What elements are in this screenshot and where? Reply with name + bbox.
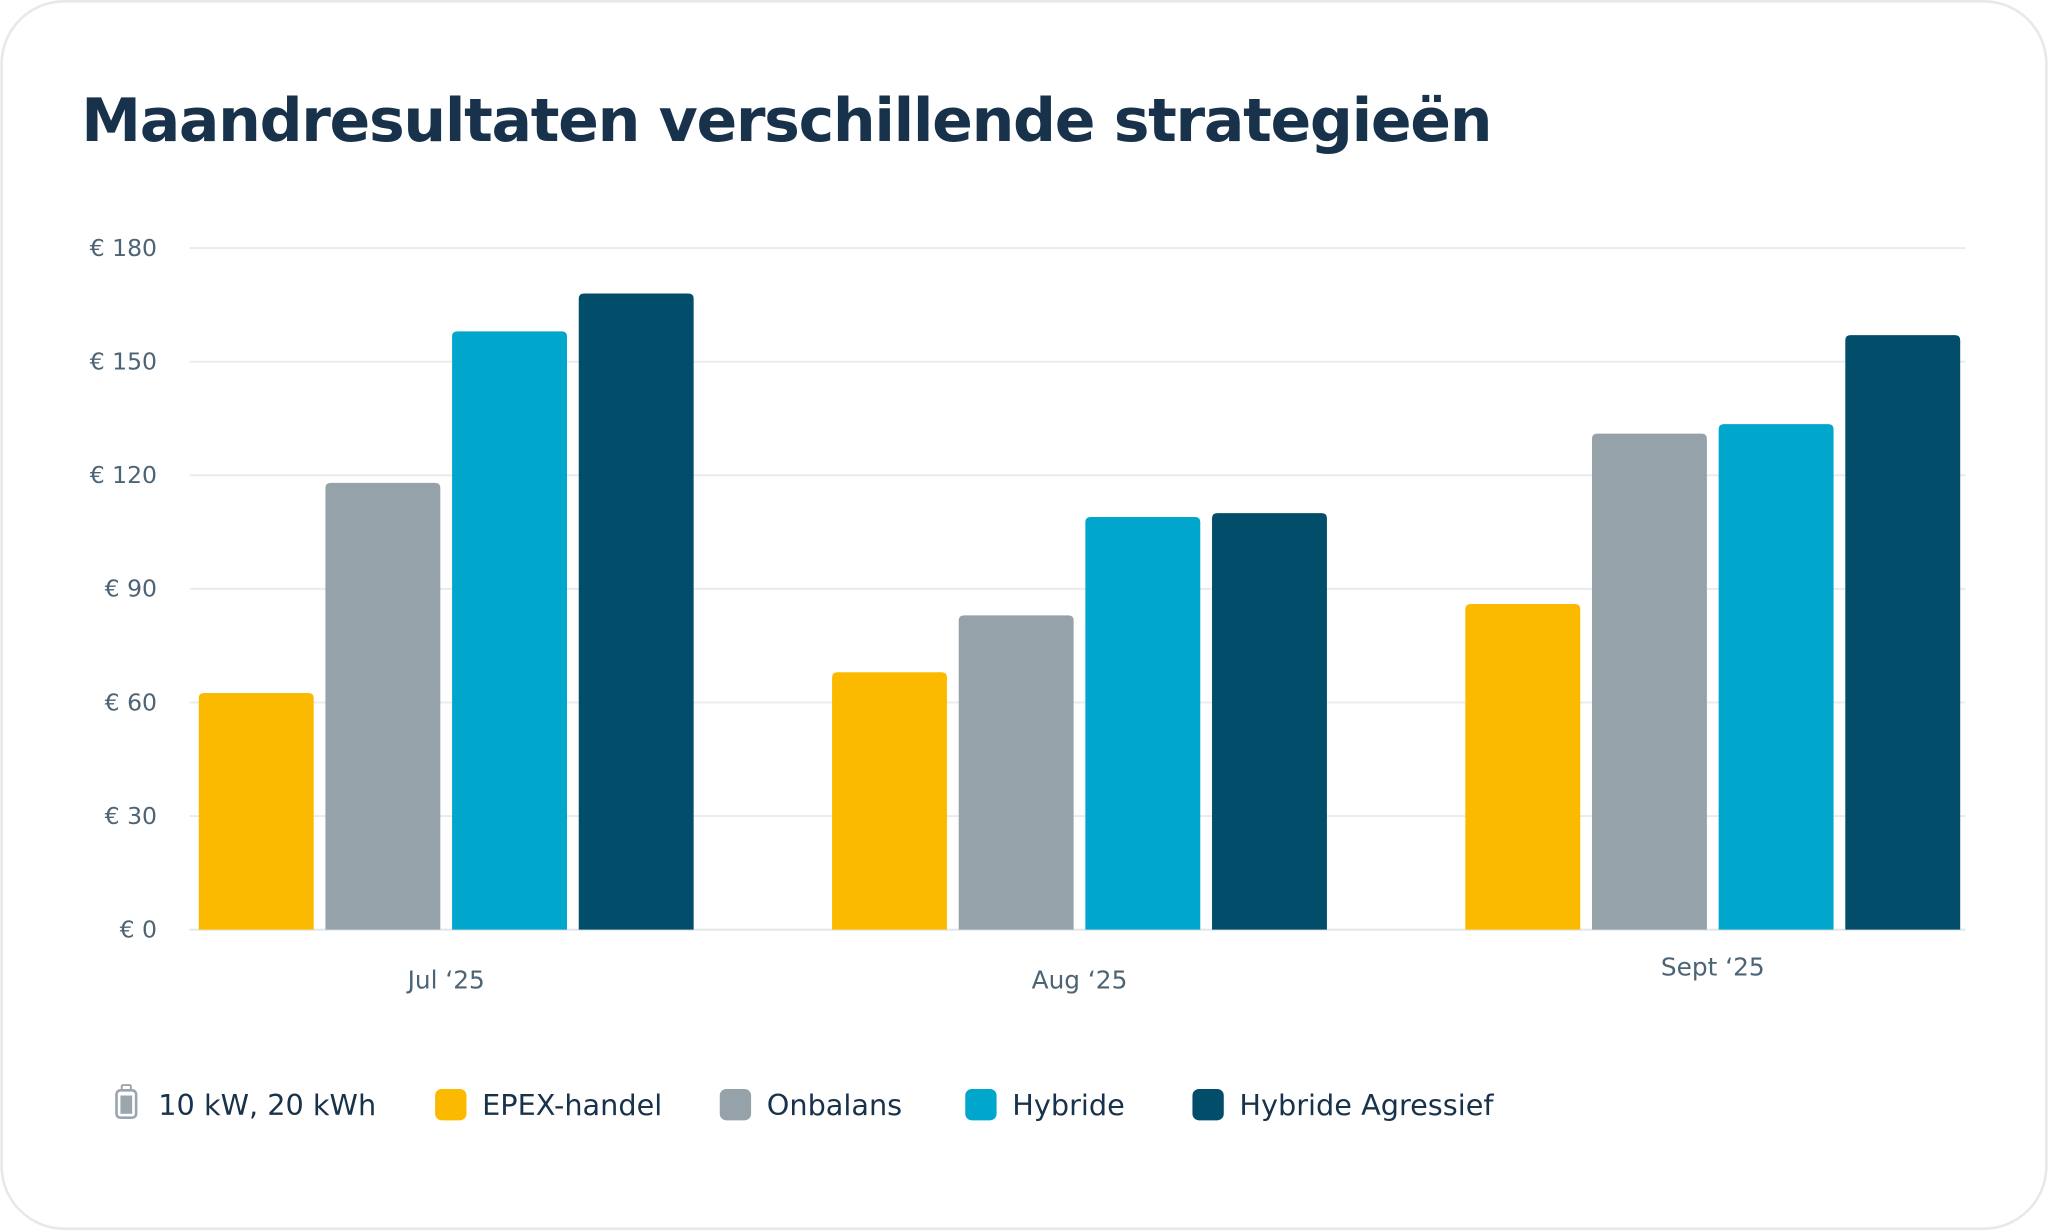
bar-epex-handel-1 xyxy=(832,672,947,930)
bar-onbalans-2 xyxy=(1591,433,1707,930)
bar-epex-handel-0 xyxy=(198,693,314,930)
bar-hybride-agressief-0 xyxy=(578,293,694,930)
bar-epex-handel-2 xyxy=(1465,604,1581,930)
legend-item-hybride[interactable]: Hybride xyxy=(965,1088,1125,1122)
bar-hybride-2 xyxy=(1718,424,1834,930)
x-tick-label: Jul ‘25 xyxy=(406,965,485,994)
legend-swatch xyxy=(719,1088,752,1121)
legend-label: Hybride Agressief xyxy=(1239,1088,1494,1122)
legend-swatch xyxy=(965,1088,997,1121)
x-tick-label: Aug ‘25 xyxy=(1032,965,1128,994)
legend-battery-label: 10 kW, 20 kWh xyxy=(158,1088,376,1122)
bar-hybride-1 xyxy=(1085,516,1201,930)
legend-item-hybride-agressief[interactable]: Hybride Agressief xyxy=(1192,1088,1494,1122)
y-axis: € 0 € 30 € 60 € 90 € 120 € 150 € 180 xyxy=(90,234,157,944)
y-tick-label: € 120 xyxy=(90,461,157,489)
y-tick-label: € 180 xyxy=(90,234,157,262)
legend-swatch xyxy=(1192,1088,1224,1121)
legend: 10 kW, 20 kWh EPEX-handel Onbalans Hybride… xyxy=(115,1084,1494,1122)
bar-hybride-agressief-2 xyxy=(1845,335,1961,930)
legend-label: EPEX-handel xyxy=(482,1088,662,1122)
y-tick-label: € 30 xyxy=(105,802,157,830)
y-tick-label: € 0 xyxy=(120,916,157,944)
y-tick-label: € 60 xyxy=(105,688,157,716)
legend-item-onbalans[interactable]: Onbalans xyxy=(719,1088,902,1122)
x-axis: Jul ‘25 Aug ‘25 Sept ‘25 xyxy=(406,952,1765,994)
y-tick-label: € 90 xyxy=(105,575,157,603)
legend-label: Onbalans xyxy=(767,1088,902,1122)
chart-title: Maandresultaten verschillende strategieë… xyxy=(81,86,1491,156)
x-tick-label: Sept ‘25 xyxy=(1661,952,1765,981)
bar-hybride-agressief-1 xyxy=(1212,513,1327,930)
battery-icon xyxy=(115,1084,138,1120)
bar-onbalans-1 xyxy=(958,615,1074,930)
bar-onbalans-0 xyxy=(325,482,441,930)
legend-label: Hybride xyxy=(1012,1088,1125,1122)
bars xyxy=(198,293,1961,930)
legend-item-epex-handel[interactable]: EPEX-handel xyxy=(435,1088,662,1122)
y-tick-label: € 150 xyxy=(90,348,157,376)
legend-swatch xyxy=(435,1088,467,1121)
bar-hybride-0 xyxy=(452,331,567,930)
